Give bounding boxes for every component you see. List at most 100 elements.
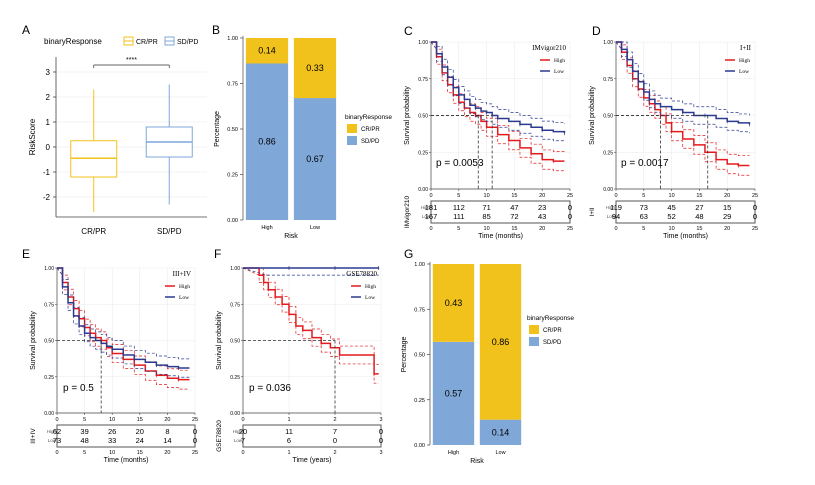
- risk-count: 0: [753, 212, 757, 221]
- y-tick-label: 0.00: [227, 218, 238, 224]
- y-tick-label: 0.00: [418, 187, 428, 193]
- risk-count: 45: [667, 203, 675, 212]
- survival-curve-low: [431, 41, 566, 134]
- legend-label: Low: [179, 295, 189, 301]
- risk-table-frame: [242, 424, 382, 448]
- risk-count: 20: [136, 427, 144, 436]
- panel-label-A: A: [22, 23, 30, 37]
- cohort-label: GSE78820: [346, 270, 377, 278]
- x-tick-label: SD/PD: [157, 227, 182, 236]
- x-tick-label: 3: [379, 450, 382, 456]
- risk-count: 52: [667, 212, 675, 221]
- legend-label: Low: [554, 69, 564, 75]
- y-tick-label: 1.00: [414, 262, 425, 268]
- y-tick-label: 0.50: [414, 353, 425, 359]
- y-axis-label: Survival probability: [30, 311, 37, 370]
- y-tick-label: 1.00: [603, 40, 613, 46]
- x-tick-label: 15: [137, 450, 143, 456]
- y-tick-label: 0.50: [418, 114, 428, 120]
- x-tick-label: 10: [669, 226, 675, 232]
- y-tick-label: 0.50: [230, 339, 240, 345]
- legend-label: CR/PR: [361, 127, 380, 133]
- x-tick-label: 1: [287, 417, 290, 423]
- risk-row-label: High: [47, 429, 57, 434]
- x-tick-label: 5: [457, 226, 460, 232]
- risk-count: 24: [136, 436, 144, 445]
- x-tick-label: 20: [724, 226, 730, 232]
- x-tick-label: 5: [83, 450, 86, 456]
- panel-b: 0.00 0.25 0.50 0.75 1.00 0.86 0.14 High 0.67 0.33…: [214, 36, 392, 240]
- y-axis-label: Survival probability: [216, 311, 223, 370]
- x-tick-label: High: [261, 225, 272, 231]
- y-tick-label: 0.00: [44, 411, 54, 417]
- x-tick-label: CR/PR: [81, 227, 106, 236]
- risk-row-label: Low: [607, 214, 616, 219]
- x-tick-label: 10: [669, 193, 675, 199]
- panel-d: 0.00 0.25 0.50 0.75 1.00 0 5 10 15 20 25 Survival p…: [589, 40, 758, 240]
- bar-high-cr-pr: [432, 264, 475, 342]
- risk-count: 14: [163, 436, 171, 445]
- panel-label-D: D: [592, 24, 601, 38]
- x-tick-label: Low: [310, 225, 320, 231]
- x-tick-label: 5: [642, 226, 645, 232]
- risk-count: 181: [425, 203, 438, 212]
- risk-count: 62: [53, 427, 61, 436]
- bar-value-label: 0.43: [445, 298, 463, 308]
- risk-count: 48: [695, 212, 703, 221]
- y-axis-label: Survival probability: [589, 86, 596, 145]
- y-tick-label: 0: [46, 143, 51, 152]
- risk-count: 0: [193, 427, 197, 436]
- x-tick-label: 25: [192, 450, 198, 456]
- risk-count: 26: [108, 427, 116, 436]
- risk-count: 39: [80, 427, 88, 436]
- ci-lower-high: [430, 41, 565, 172]
- risk-count: 27: [695, 203, 703, 212]
- x-tick-label: 2: [333, 417, 336, 423]
- risk-count: 112: [453, 203, 465, 212]
- risk-count: 71: [482, 203, 490, 212]
- panel-label-E: E: [22, 247, 30, 261]
- x-tick-label: 15: [511, 226, 517, 232]
- x-tick-label: 0: [241, 417, 244, 423]
- bar-value-label: 0.57: [445, 388, 463, 398]
- risk-count: 23: [538, 203, 546, 212]
- x-tick-label: 10: [484, 226, 490, 232]
- y-tick-label: 0.75: [603, 77, 613, 83]
- x-tick-label: 10: [484, 193, 490, 199]
- x-tick-label: 15: [696, 193, 702, 199]
- ci-upper-high: [243, 267, 379, 365]
- legend-label: SD/PD: [177, 39, 198, 46]
- x-tick-label: 25: [752, 193, 758, 199]
- x-axis-label: Time (months): [663, 233, 708, 240]
- x-tick-label: 0: [55, 417, 58, 423]
- risk-row-label: High: [606, 205, 616, 210]
- y-tick-label: 1.00: [230, 266, 240, 272]
- x-tick-label: 0: [614, 226, 617, 232]
- legend-label: Low: [365, 295, 375, 301]
- x-axis-label: Time (months): [478, 233, 523, 240]
- x-tick-label: Low: [495, 450, 505, 456]
- x-tick-label: 25: [567, 193, 573, 199]
- x-tick-label: 20: [724, 193, 730, 199]
- risk-count: 167: [425, 212, 438, 221]
- risk-count: 48: [80, 436, 88, 445]
- cohort-label: I+II: [740, 44, 752, 52]
- cohort-label: III+IV: [173, 270, 191, 278]
- x-tick-label: 20: [164, 417, 170, 423]
- risk-count: 15: [723, 203, 731, 212]
- legend-key-sdpd: [347, 136, 357, 145]
- y-tick-label: 0.75: [44, 302, 54, 308]
- risk-count: 11: [285, 427, 293, 436]
- ci-upper-low: [57, 267, 190, 360]
- bar-value-label: 0.14: [258, 46, 276, 56]
- bar-low-cr-pr: [479, 264, 522, 420]
- legend-label: CR/PR: [136, 39, 158, 46]
- y-tick-label: 0.75: [227, 82, 238, 88]
- x-axis-label: Time (months): [104, 457, 149, 464]
- risk-table-label: IMvigor210: [404, 196, 411, 229]
- p-value-label: p = 0.036: [249, 383, 291, 394]
- x-tick-label: 25: [752, 226, 758, 232]
- y-tick-label: 0.00: [230, 411, 240, 417]
- x-axis-label: Risk: [284, 233, 298, 240]
